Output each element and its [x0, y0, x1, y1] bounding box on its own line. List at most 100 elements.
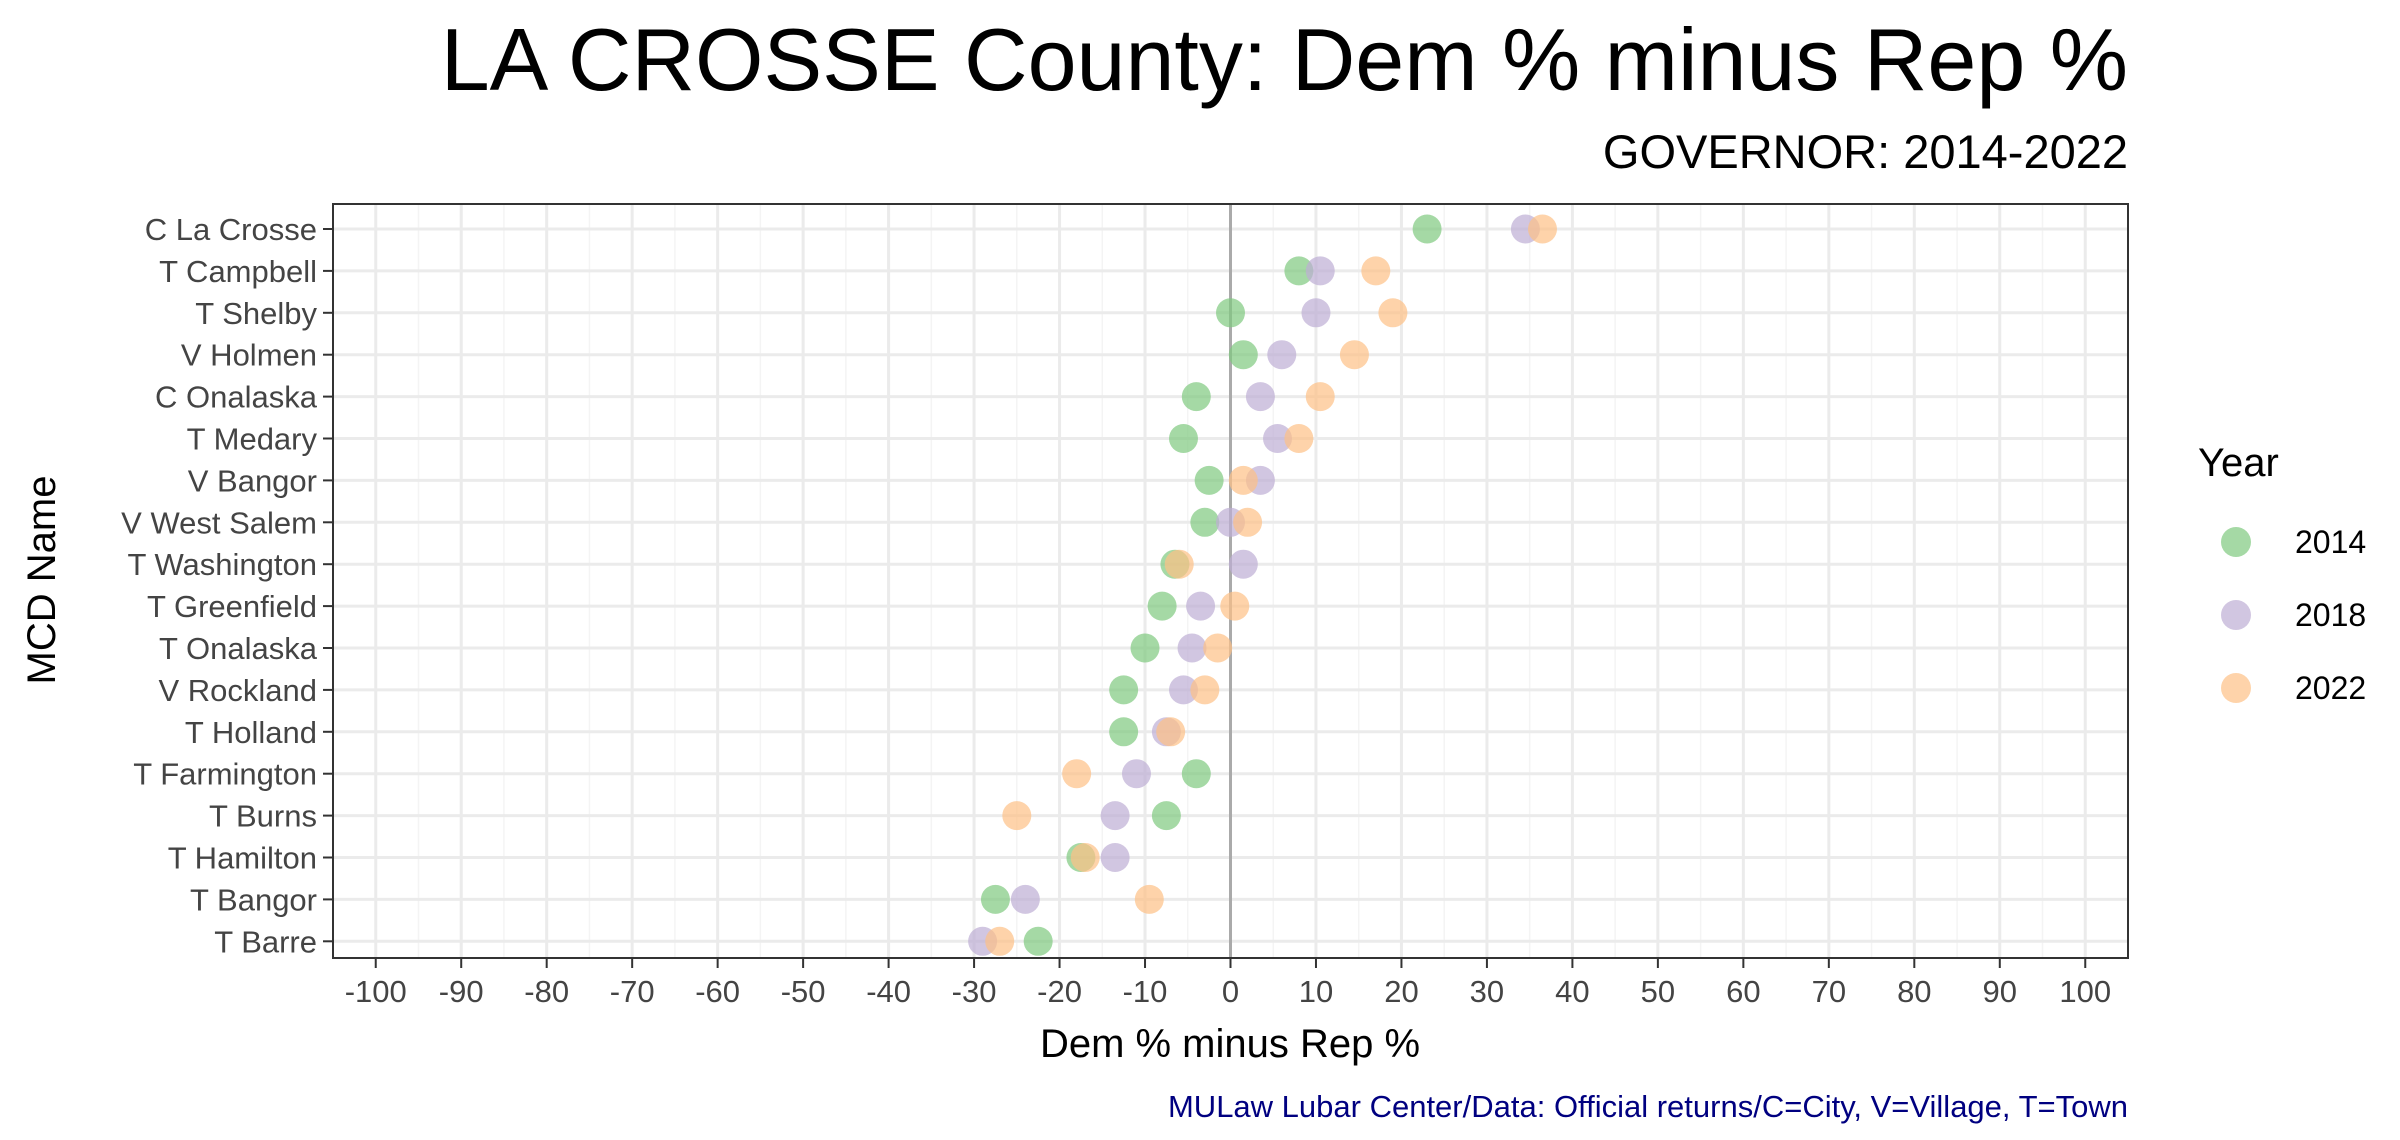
series-2022	[985, 214, 1557, 956]
data-point	[1190, 675, 1220, 705]
data-point	[1203, 633, 1233, 663]
y-axis-label: MCD Name	[20, 476, 64, 685]
legend-swatch	[2221, 600, 2251, 630]
data-point	[1233, 507, 1263, 537]
y-tick-label: T Bangor	[190, 882, 317, 917]
data-point	[1301, 298, 1331, 328]
x-tick-label: -50	[781, 974, 826, 1009]
data-point	[1062, 759, 1092, 789]
x-tick-label: -40	[866, 974, 911, 1009]
data-point	[1228, 549, 1258, 579]
data-point	[1156, 717, 1186, 747]
data-point	[1220, 591, 1250, 621]
data-point	[1339, 340, 1369, 370]
y-tick-label: T Barre	[214, 924, 317, 959]
data-point	[1147, 591, 1177, 621]
data-point	[1378, 298, 1408, 328]
x-tick-label: 0	[1222, 974, 1239, 1009]
x-tick-label: 80	[1897, 974, 1931, 1009]
data-point	[1010, 884, 1040, 914]
x-tick-label: 90	[1983, 974, 2017, 1009]
x-axis-label: Dem % minus Rep %	[1040, 1022, 1420, 1066]
y-tick-label: C Onalaska	[155, 380, 318, 415]
y-tick-label: T Hamilton	[168, 841, 317, 876]
x-tick-label: 60	[1726, 974, 1760, 1009]
x-tick-label: -60	[695, 974, 740, 1009]
x-tick-label: -20	[1037, 974, 1082, 1009]
data-point	[1168, 424, 1198, 453]
x-axis-ticks: -100 -90 -80 -70 -60 -50 -40 -30 -20 -10 0 10 20 30 40…	[345, 958, 2111, 1009]
y-tick-label: T Burns	[209, 799, 317, 834]
data-point	[1412, 214, 1442, 244]
y-tick-label: V Holmen	[181, 338, 317, 373]
data-point	[1121, 759, 1151, 789]
data-point	[1177, 633, 1207, 663]
data-point	[1267, 340, 1297, 370]
data-point	[1305, 256, 1335, 286]
data-point	[1245, 382, 1275, 412]
y-tick-label: T Greenfield	[147, 589, 317, 624]
y-tick-label: T Medary	[187, 422, 318, 457]
data-point	[1181, 759, 1211, 789]
data-point	[1168, 675, 1198, 705]
series-2018	[968, 214, 1540, 956]
data-points	[968, 214, 1557, 956]
data-point	[1263, 424, 1293, 453]
data-point	[1100, 843, 1130, 872]
data-point	[1216, 298, 1245, 328]
y-tick-label: T Washington	[127, 547, 317, 582]
x-tick-label: -10	[1123, 974, 1168, 1009]
x-tick-label: -100	[345, 974, 407, 1009]
data-point	[1100, 801, 1130, 831]
data-point	[1186, 591, 1216, 621]
data-point	[1151, 801, 1181, 831]
y-tick-label: T Onalaska	[159, 631, 318, 666]
x-tick-label: -90	[439, 974, 484, 1009]
data-point	[1305, 382, 1335, 412]
x-tick-label: 40	[1555, 974, 1589, 1009]
data-point	[1228, 465, 1258, 495]
legend-items: 2014 2018 2022	[2221, 524, 2366, 706]
data-point	[1164, 549, 1194, 579]
y-tick-label: T Farmington	[133, 757, 317, 792]
data-point	[1527, 214, 1557, 244]
data-point	[980, 884, 1010, 914]
data-point	[1023, 926, 1053, 956]
data-point	[1134, 884, 1164, 914]
x-tick-label: 100	[2059, 974, 2111, 1009]
data-point	[1190, 507, 1220, 537]
legend-item-2014: 2014	[2221, 524, 2366, 560]
data-point	[1070, 843, 1100, 872]
data-point	[1361, 256, 1391, 286]
chart-subtitle: GOVERNOR: 2014-2022	[1603, 125, 2128, 178]
x-tick-label: -30	[952, 974, 997, 1009]
y-tick-label: T Holland	[185, 715, 317, 750]
legend-item-2022: 2022	[2221, 670, 2366, 706]
legend-swatch	[2221, 673, 2251, 703]
legend-swatch	[2221, 527, 2251, 557]
legend: Year 2014 2018 2022	[2198, 441, 2366, 706]
x-tick-label: 50	[1641, 974, 1675, 1009]
chart-caption: MULaw Lubar Center/Data: Official return…	[1168, 1089, 2128, 1124]
legend-label: 2018	[2295, 597, 2366, 633]
data-point	[1284, 424, 1314, 453]
y-tick-label: V West Salem	[121, 505, 317, 540]
legend-item-2018: 2018	[2221, 597, 2366, 633]
y-tick-label: V Bangor	[188, 463, 317, 498]
y-tick-label: T Shelby	[195, 296, 317, 331]
y-tick-label: V Rockland	[158, 673, 317, 708]
x-tick-label: -80	[524, 974, 569, 1009]
data-point	[1284, 256, 1314, 286]
legend-title: Year	[2198, 441, 2279, 485]
data-point	[1194, 465, 1224, 495]
legend-label: 2014	[2295, 524, 2366, 560]
data-point	[1130, 633, 1160, 663]
data-point	[985, 926, 1015, 956]
data-point	[1109, 717, 1139, 747]
data-point	[1109, 675, 1139, 705]
y-tick-label: C La Crosse	[145, 212, 317, 247]
y-tick-label: T Campbell	[159, 254, 317, 289]
x-tick-label: 10	[1299, 974, 1333, 1009]
y-axis-ticks: C La Crosse T Campbell T Shelby V Holmen C O…	[121, 212, 333, 959]
